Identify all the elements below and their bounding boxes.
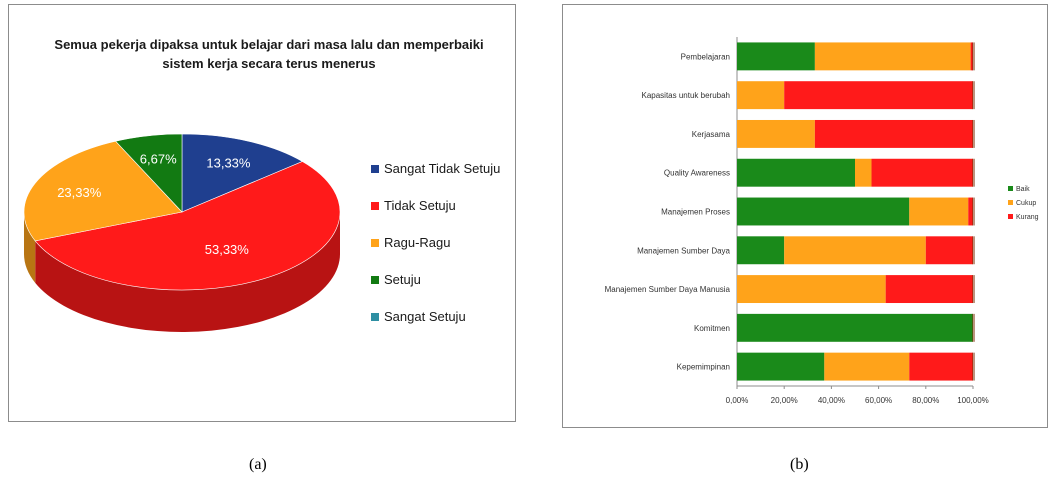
bar-segment: [855, 158, 872, 187]
pie-chart: 13,33% 53,33% 23,33% 6,67% Sangat Tidak Setu…: [23, 133, 500, 332]
bar-segment: [784, 81, 973, 110]
category-label: Manajemen Sumber Daya Manusia: [605, 285, 731, 294]
bar-segment: [784, 236, 926, 265]
x-tick-label: 20,00%: [771, 396, 798, 405]
legend-label: Baik: [1016, 186, 1030, 193]
pie-data-label: 53,33%: [205, 242, 250, 257]
category-label: Quality Awareness: [664, 169, 730, 178]
x-tick-label: 60,00%: [865, 396, 892, 405]
pie-data-label: 13,33%: [206, 155, 251, 170]
pie-slice-side: [24, 212, 36, 283]
pie-data-label: 23,33%: [57, 185, 102, 200]
pie-slice-side: [35, 212, 340, 332]
caption-b: (b): [790, 456, 809, 473]
legend-label: Tidak Setuju: [384, 198, 456, 213]
bar-segment: [970, 42, 973, 71]
pie-chart-title: Semua pekerja dipaksa untuk belajar dari…: [54, 37, 484, 71]
legend-swatch: [1008, 200, 1013, 205]
legend-label: Sangat Tidak Setuju: [384, 161, 500, 176]
bar-segment: [737, 275, 886, 304]
bar-segment: [737, 352, 825, 381]
legend-label: Cukup: [1016, 200, 1036, 207]
bar-segment: [737, 81, 785, 110]
bar-shadow: [972, 313, 975, 342]
legend-label: Ragu-Ragu: [384, 235, 451, 250]
pie-chart-panel: Semua pekerja dipaksa untuk belajar dari…: [8, 4, 516, 422]
legend-swatch: [371, 276, 379, 284]
bar-segment: [885, 275, 973, 304]
bar-segment: [968, 197, 973, 226]
bar-shadow: [972, 236, 975, 265]
category-label: Kerjasama: [692, 130, 731, 139]
bar-shadow: [972, 119, 975, 148]
x-tick-label: 40,00%: [818, 396, 845, 405]
category-label: Manajemen Sumber Daya: [637, 246, 730, 255]
legend-swatch: [371, 313, 379, 321]
category-label: Pembelajaran: [681, 52, 730, 61]
bar-segment: [737, 313, 973, 342]
bar-segment: [824, 352, 910, 381]
pie-slice: [181, 133, 304, 213]
legend-label: Kurang: [1016, 214, 1039, 221]
bar-segment: [737, 236, 785, 265]
x-tick-label: 0,00%: [726, 396, 749, 405]
legend-swatch: [1008, 214, 1013, 219]
pie-slice: [34, 161, 341, 291]
bar-segment: [814, 42, 971, 71]
category-label: Manajemen Proses: [661, 208, 730, 217]
legend-label: Setuju: [384, 272, 421, 287]
pie-slice: [115, 133, 183, 213]
bar-shadow: [972, 197, 975, 226]
pie-slice: [23, 140, 183, 242]
category-label: Komitmen: [694, 324, 730, 333]
category-label: Kepemimpinan: [677, 363, 730, 372]
bar-segment: [737, 158, 855, 187]
bar-segment: [737, 197, 910, 226]
legend-swatch: [371, 202, 379, 210]
bar-shadow: [972, 81, 975, 110]
stacked-bar-chart: 0,00% 20,00% 40,00% 60,00% 80,00% 100,00% Pemb…: [605, 37, 1039, 405]
legend-swatch: [1008, 186, 1013, 191]
bar-segment: [909, 352, 973, 381]
bar-segment: [871, 158, 973, 187]
bar-shadow: [972, 42, 975, 71]
bar-shadow: [972, 275, 975, 304]
caption-a: (a): [249, 456, 267, 473]
x-tick-label: 100,00%: [957, 396, 989, 405]
pie-data-label: 6,67%: [140, 152, 177, 167]
bar-segment: [909, 197, 969, 226]
bar-segment: [814, 119, 973, 148]
bar-shadow: [972, 352, 975, 381]
legend-swatch: [371, 239, 379, 247]
legend-swatch: [371, 165, 379, 173]
x-tick-label: 80,00%: [912, 396, 939, 405]
category-label: Kapasitas untuk berubah: [641, 91, 730, 100]
bar-shadow: [972, 158, 975, 187]
bar-segment: [925, 236, 973, 265]
bar-segment: [737, 119, 815, 148]
bar-chart-panel: 0,00% 20,00% 40,00% 60,00% 80,00% 100,00% Pemb…: [562, 4, 1048, 428]
bar-segment: [737, 42, 815, 71]
legend-label: Sangat Setuju: [384, 309, 466, 324]
